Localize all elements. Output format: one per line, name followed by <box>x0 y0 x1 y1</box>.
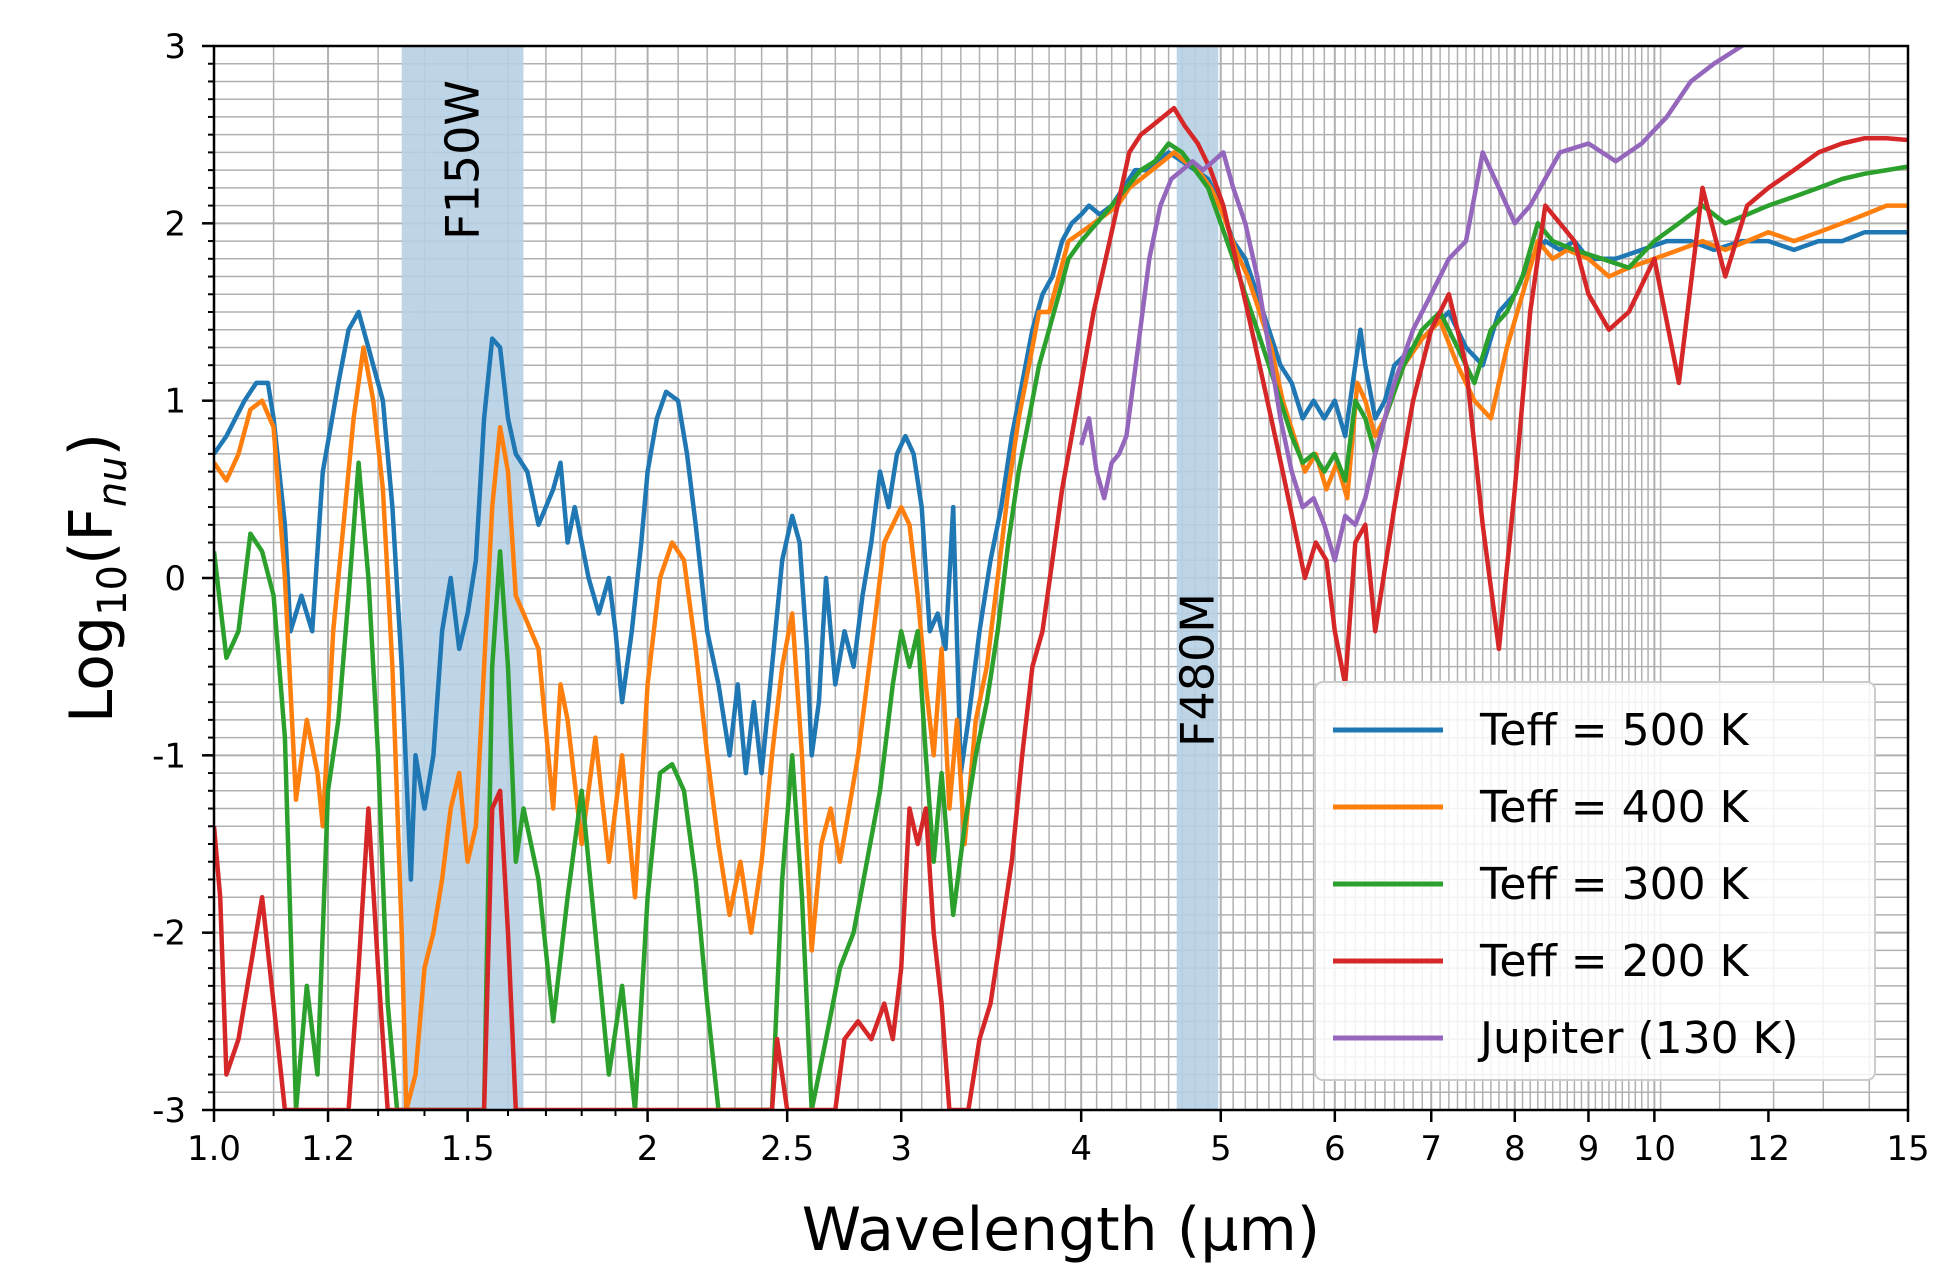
x-tick-label: 12 <box>1747 1129 1790 1169</box>
y-tick-label: 0 <box>164 559 186 599</box>
legend-box <box>1314 681 1876 1081</box>
x-tick-label: 2 <box>637 1129 659 1169</box>
x-tick-label: 1.5 <box>441 1129 495 1169</box>
x-axis-ticks: 1.0 1.2 1.5 2 2.5 3 4 5 6 7 8 9 10 12 15 <box>187 1110 1930 1169</box>
x-tick-label: 7 <box>1420 1129 1442 1169</box>
x-tick-label: 3 <box>890 1129 912 1169</box>
y-tick-label: 1 <box>164 382 186 422</box>
x-tick-label: 6 <box>1324 1129 1346 1169</box>
y-tick-label: 2 <box>164 204 186 244</box>
y-tick-label: -2 <box>152 914 186 954</box>
legend-label: Teff = 300 K <box>1479 859 1750 910</box>
y-tick-label: -1 <box>152 736 186 776</box>
band-label-F480M: F480M <box>1170 593 1224 747</box>
x-tick-label: 9 <box>1578 1129 1600 1169</box>
legend-label: Teff = 500 K <box>1479 705 1750 756</box>
legend: Teff = 500 K Teff = 400 K Teff = 300 K Teff… <box>1314 681 1876 1081</box>
x-tick-label: 1.2 <box>301 1129 355 1169</box>
series-line-2 <box>214 141 1908 1110</box>
x-tick-label: 4 <box>1070 1129 1092 1169</box>
x-tick-label: 8 <box>1504 1129 1526 1169</box>
series-line-4 <box>1079 46 1746 563</box>
x-axis-title: Wavelength (μm) <box>802 1195 1320 1265</box>
x-tick-label: 1.0 <box>187 1129 241 1169</box>
series-line-3 <box>214 105 1908 1110</box>
x-tick-label: 10 <box>1633 1129 1676 1169</box>
x-tick-label: 2.5 <box>760 1129 814 1169</box>
y-tick-label: 3 <box>164 27 186 67</box>
x-tick-label: 5 <box>1210 1129 1232 1169</box>
y-axis-title: Log10(Fnu) <box>57 433 136 723</box>
band-F480M <box>1176 46 1219 1110</box>
legend-label: Teff = 400 K <box>1479 782 1750 833</box>
svg-text:Log10(Fnu): Log10(Fnu) <box>57 433 136 723</box>
band-labels: F150W F480M <box>436 80 1225 747</box>
y-axis-ticks: 3 2 1 0 -1 -2 -3 <box>152 27 214 1131</box>
y-tick-label: -3 <box>152 1091 186 1131</box>
series-lines <box>214 46 1908 1110</box>
legend-label: Jupiter (130 K) <box>1477 1013 1799 1064</box>
legend-label: Teff = 200 K <box>1479 936 1750 987</box>
x-tick-label: 15 <box>1886 1129 1929 1169</box>
band-label-F150W: F150W <box>436 80 490 240</box>
